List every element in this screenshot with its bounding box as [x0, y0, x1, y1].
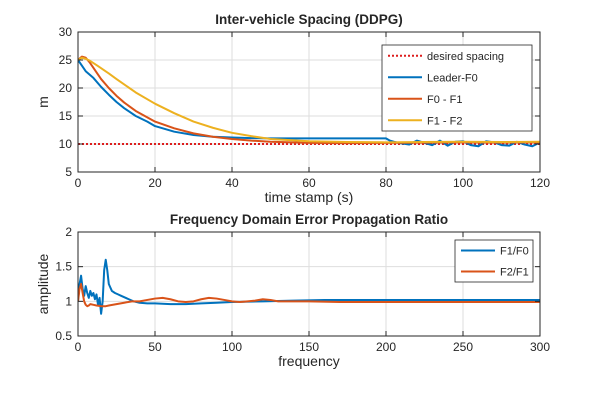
spacing-x-tick-label: 0	[75, 176, 82, 190]
spacing-x-tick-label: 40	[225, 176, 239, 190]
ratio-y-tick-label: 1.5	[55, 260, 72, 274]
ratio-y-tick-label: 1	[65, 294, 72, 308]
ratio-x-tick-label: 250	[453, 340, 473, 354]
spacing-legend: desired spacing Leader-F0 F0 - F1 F1 - F2	[381, 44, 533, 132]
spacing-chart-ylabel: m	[35, 96, 51, 108]
spacing-legend-label: Leader-F0	[427, 72, 478, 84]
ratio-legend-box	[454, 239, 534, 283]
ratio-legend-label: F1/F0	[500, 246, 529, 258]
spacing-y-tick-label: 20	[59, 81, 73, 95]
spacing-legend-label: desired spacing	[427, 51, 504, 63]
ratio-x-tick-label: 100	[222, 340, 242, 354]
ratio-x-tick-label: 150	[299, 340, 319, 354]
ratio-y-tick-label: 0.5	[55, 329, 72, 343]
spacing-y-tick-label: 5	[65, 165, 72, 179]
ratio-x-tick-label: 50	[148, 340, 162, 354]
spacing-x-tick-label: 80	[379, 176, 393, 190]
ratio-chart-ylabel: amplitude	[35, 253, 51, 314]
spacing-y-tick-label: 10	[59, 137, 73, 151]
ratio-y-tick-label: 2	[65, 225, 72, 239]
spacing-y-tick-label: 30	[59, 25, 73, 39]
spacing-chart: 0 20 40 60 80 100 120 5 10 15 20 25 30 Inter-vehicle …	[35, 12, 550, 205]
spacing-legend-label: F0 - F1	[427, 94, 462, 106]
ratio-series-line-2	[78, 283, 540, 308]
ratio-series-line-1	[78, 258, 540, 315]
spacing-x-tick-label: 100	[453, 176, 473, 190]
spacing-x-tick-label: 60	[302, 176, 316, 190]
spacing-legend-box	[381, 44, 533, 132]
ratio-legend-label: F2/F1	[500, 267, 529, 279]
spacing-chart-xlabel: time stamp (s)	[265, 189, 354, 205]
spacing-legend-label: F1 - F2	[427, 115, 462, 127]
ratio-chart: 0 50 100 150 200 250 300 0.5 1 1.5 2 Frequency Doma…	[35, 212, 550, 369]
spacing-y-tick-label: 25	[59, 53, 73, 67]
ratio-x-tick-label: 200	[376, 340, 396, 354]
ratio-x-tick-label: 300	[530, 340, 550, 354]
ratio-x-tick-label: 0	[75, 340, 82, 354]
ratio-legend: F1/F0 F2/F1	[454, 239, 534, 283]
spacing-x-tick-label: 20	[148, 176, 162, 190]
spacing-y-tick-label: 15	[59, 109, 73, 123]
ratio-chart-xlabel: frequency	[278, 353, 339, 369]
ratio-chart-title: Frequency Domain Error Propagation Ratio	[170, 212, 448, 227]
spacing-chart-title: Inter-vehicle Spacing (DDPG)	[215, 12, 403, 27]
spacing-series-line-4	[78, 56, 540, 144]
spacing-x-tick-label: 120	[530, 176, 550, 190]
